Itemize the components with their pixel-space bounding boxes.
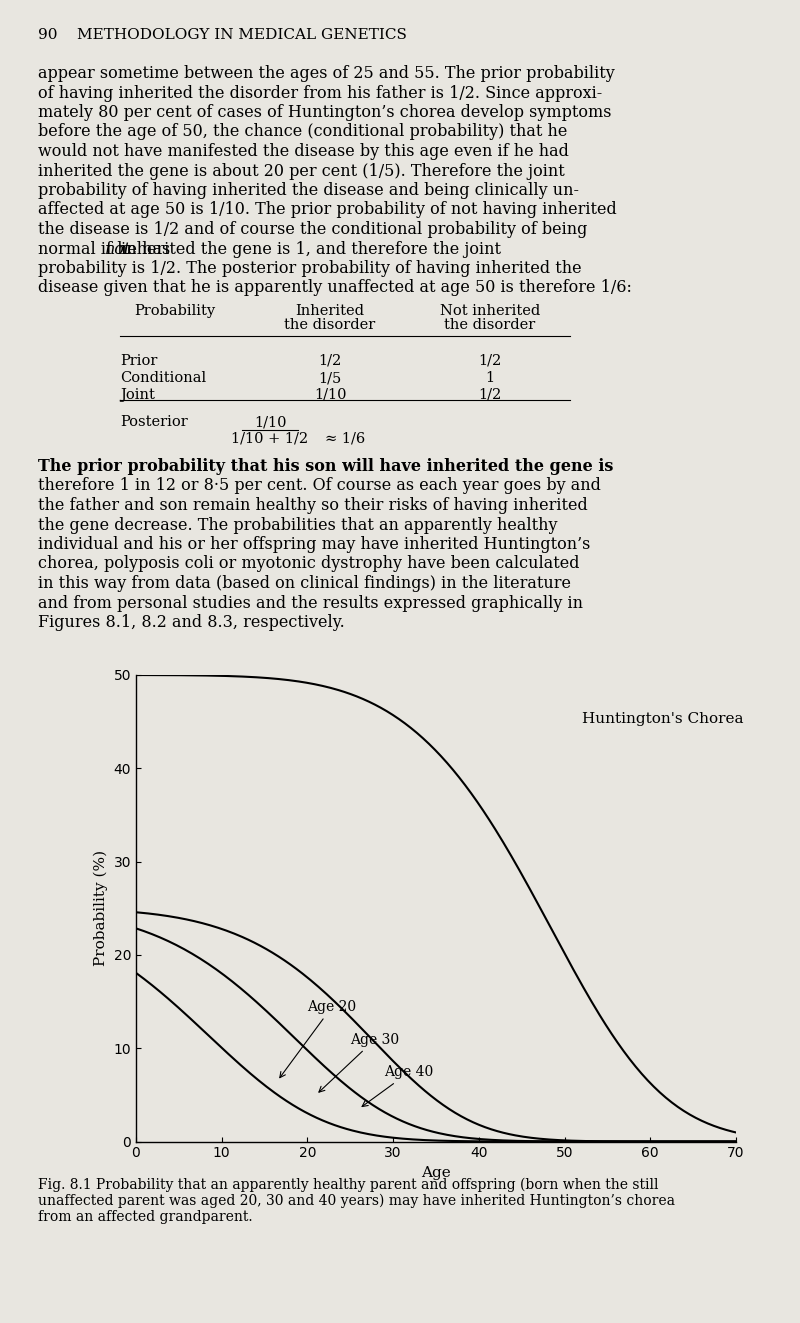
Text: 1/10 + 1/2: 1/10 + 1/2: [231, 433, 309, 446]
Text: before the age of 50, the chance (conditional probability) that he: before the age of 50, the chance (condit…: [38, 123, 567, 140]
Text: inherited the gene is about 20 per cent (1/5). Therefore the joint: inherited the gene is about 20 per cent …: [38, 163, 565, 180]
Text: Joint: Joint: [120, 388, 155, 402]
Text: Age 20: Age 20: [280, 1000, 357, 1078]
Text: Huntington's Chorea: Huntington's Chorea: [582, 712, 743, 726]
Text: from an affected grandparent.: from an affected grandparent.: [38, 1211, 253, 1224]
Text: ≈ 1/6: ≈ 1/6: [325, 433, 366, 446]
Text: the gene decrease. The probabilities that an apparently healthy: the gene decrease. The probabilities tha…: [38, 516, 558, 533]
Text: inherited the gene is 1, and therefore the joint: inherited the gene is 1, and therefore t…: [117, 241, 502, 258]
Text: disease given that he is apparently unaffected at age 50 is therefore 1/6:: disease given that he is apparently unaf…: [38, 279, 632, 296]
Text: probability is 1/2. The posterior probability of having inherited the: probability is 1/2. The posterior probab…: [38, 261, 582, 277]
Text: in this way from data (based on clinical findings) in the literature: in this way from data (based on clinical…: [38, 576, 571, 591]
Text: would not have manifested the disease by this age even if he had: would not have manifested the disease by…: [38, 143, 569, 160]
Text: the disease is 1/2 and of course the conditional probability of being: the disease is 1/2 and of course the con…: [38, 221, 587, 238]
Text: therefore 1 in 12 or 8·5 per cent. Of course as each year goes by and: therefore 1 in 12 or 8·5 per cent. Of co…: [38, 478, 601, 495]
Text: mately 80 per cent of cases of Huntington’s chorea develop symptoms: mately 80 per cent of cases of Huntingto…: [38, 105, 611, 120]
Text: 1/2: 1/2: [318, 355, 342, 368]
Text: affected at age 50 is 1/10. The prior probability of not having inherited: affected at age 50 is 1/10. The prior pr…: [38, 201, 617, 218]
Text: chorea, polyposis coli or myotonic dystrophy have been calculated: chorea, polyposis coli or myotonic dystr…: [38, 556, 579, 573]
Text: Probability: Probability: [134, 304, 215, 318]
Text: unaffected parent was aged 20, 30 and 40 years) may have inherited Huntington’s : unaffected parent was aged 20, 30 and 40…: [38, 1193, 675, 1208]
X-axis label: Age: Age: [421, 1166, 451, 1180]
Text: of having inherited the disorder from his father is 1/2. Since approxi-: of having inherited the disorder from hi…: [38, 85, 602, 102]
Text: Inherited: Inherited: [295, 304, 365, 318]
Text: probability of having inherited the disease and being clinically un-: probability of having inherited the dise…: [38, 183, 579, 198]
Text: Fig. 8.1 Probability that an apparently healthy parent and offspring (born when : Fig. 8.1 Probability that an apparently …: [38, 1177, 659, 1192]
Text: and from personal studies and the results expressed graphically in: and from personal studies and the result…: [38, 594, 583, 611]
Text: appear sometime between the ages of 25 and 55. The prior probability: appear sometime between the ages of 25 a…: [38, 65, 614, 82]
Text: normal if he has: normal if he has: [38, 241, 175, 258]
Text: 1/2: 1/2: [478, 388, 502, 402]
Text: not: not: [105, 241, 131, 258]
Text: Conditional: Conditional: [120, 370, 206, 385]
Text: 1/5: 1/5: [318, 370, 342, 385]
Text: Age 30: Age 30: [319, 1032, 399, 1091]
Text: 1/10: 1/10: [254, 415, 286, 429]
Text: Age 40: Age 40: [362, 1065, 434, 1106]
Text: 1/10: 1/10: [314, 388, 346, 402]
Text: Figures 8.1, 8.2 and 8.3, respectively.: Figures 8.1, 8.2 and 8.3, respectively.: [38, 614, 345, 631]
Text: Prior: Prior: [120, 355, 158, 368]
Text: Not inherited: Not inherited: [440, 304, 540, 318]
Text: 1: 1: [486, 370, 494, 385]
Text: The prior probability that his son will have inherited the gene is: The prior probability that his son will …: [38, 458, 614, 475]
Y-axis label: Probability (%): Probability (%): [94, 851, 108, 966]
Text: the disorder: the disorder: [284, 318, 376, 332]
Text: the father and son remain healthy so their risks of having inherited: the father and son remain healthy so the…: [38, 497, 588, 515]
Text: 1/2: 1/2: [478, 355, 502, 368]
Text: the disorder: the disorder: [444, 318, 536, 332]
Text: Posterior: Posterior: [120, 415, 188, 429]
Text: individual and his or her offspring may have inherited Huntington’s: individual and his or her offspring may …: [38, 536, 590, 553]
Text: 90    METHODOLOGY IN MEDICAL GENETICS: 90 METHODOLOGY IN MEDICAL GENETICS: [38, 28, 407, 42]
